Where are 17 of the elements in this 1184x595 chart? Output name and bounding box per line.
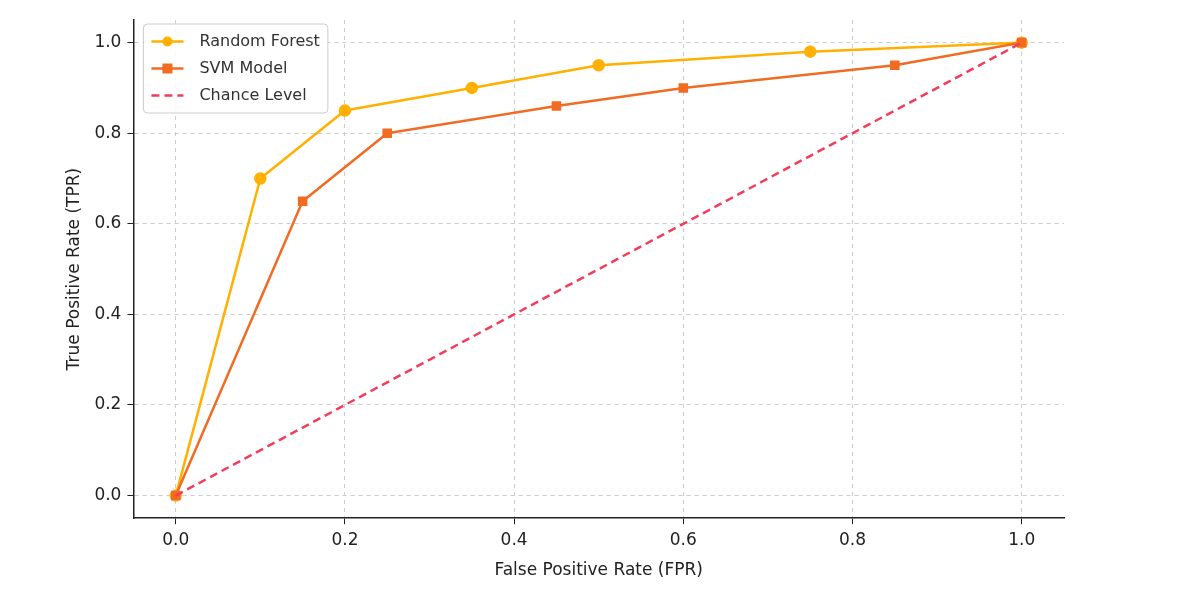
y-tick-label: 0.8 (94, 121, 122, 142)
legend-label: Chance Level (199, 84, 307, 104)
y-tick-label: 1.0 (94, 31, 122, 52)
y-tick-label: 0.4 (94, 302, 122, 323)
x-tick-label: 0.8 (838, 528, 867, 549)
x-axis-title: False Positive Rate (FPR) (494, 559, 703, 580)
y-tick-label: 0.2 (94, 393, 122, 414)
x-tick-label: 1.0 (1008, 528, 1036, 549)
x-tick-label: 0.4 (500, 528, 528, 549)
y-tick-label: 0.0 (94, 483, 122, 504)
x-tick-label: 0.0 (162, 528, 190, 549)
legend-label: SVM Model (199, 57, 288, 77)
y-tick-label: 0.6 (94, 212, 122, 233)
x-tick-label: 0.2 (331, 528, 359, 549)
y-axis-title: True Positive Rate (TPR) (62, 167, 83, 372)
legend-label: Random Forest (199, 30, 320, 50)
x-tick-label: 0.6 (669, 528, 697, 549)
